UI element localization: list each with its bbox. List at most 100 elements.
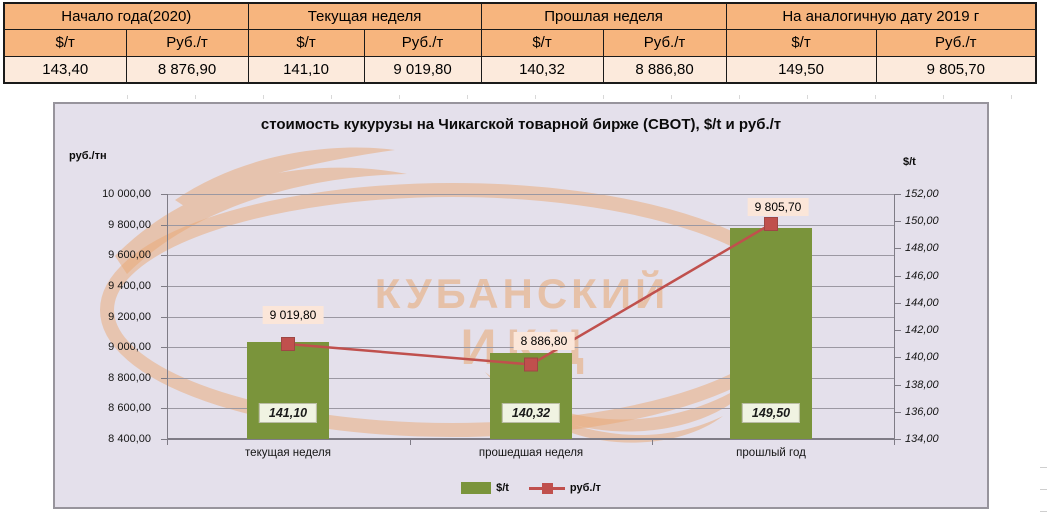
value-cell[interactable]: 8 886,80 bbox=[602, 55, 727, 84]
bar-data-label: 140,32 bbox=[501, 403, 561, 423]
value-cell[interactable]: 9 019,80 bbox=[363, 55, 482, 84]
line-marker[interactable] bbox=[524, 357, 538, 372]
right-axis-tick: 136,00 bbox=[905, 405, 939, 418]
value-cell[interactable]: 143,40 bbox=[3, 55, 127, 84]
line-data-label: 9 019,80 bbox=[262, 306, 324, 324]
line-marker[interactable] bbox=[281, 337, 295, 351]
right-axis-tick: 138,00 bbox=[905, 378, 939, 391]
axis-tick-mark bbox=[161, 408, 167, 410]
right-axis-tick: 134,00 bbox=[905, 433, 939, 445]
group-header-cell[interactable]: Прошлая неделя bbox=[480, 2, 727, 30]
legend-label: руб./т bbox=[569, 482, 601, 494]
axis-tick-mark bbox=[161, 285, 167, 287]
unit-header-cell[interactable]: $/т bbox=[247, 28, 365, 57]
left-axis-tick: 9 400,00 bbox=[108, 279, 151, 292]
x-axis-line bbox=[167, 438, 895, 440]
table-row: $/т Руб./т $/т Руб./т $/т Руб./т $/т Руб… bbox=[3, 28, 1037, 57]
axis-tick-mark bbox=[895, 248, 901, 250]
line-data-label: 9 805,70 bbox=[747, 198, 809, 216]
left-axis-line bbox=[167, 194, 168, 439]
legend-item-line-series[interactable]: руб./т bbox=[528, 482, 601, 494]
table-row: Начало года(2020) Текущая неделя Прошлая… bbox=[3, 2, 1037, 30]
axis-tick-mark bbox=[167, 439, 168, 445]
right-axis-tick: 140,00 bbox=[905, 351, 939, 364]
unit-header-cell[interactable]: Руб./т bbox=[602, 28, 727, 57]
axis-tick-mark bbox=[161, 439, 167, 440]
axis-tick-mark bbox=[895, 221, 901, 223]
sheet-row-gridline-stub bbox=[1040, 489, 1047, 490]
unit-header-cell[interactable]: $/т bbox=[3, 28, 127, 57]
unit-header-cell[interactable]: Руб./т bbox=[875, 28, 1037, 57]
table-row: 143,40 8 876,90 141,10 9 019,80 140,32 8… bbox=[3, 55, 1037, 84]
axis-tick-mark bbox=[895, 302, 901, 304]
sheet-column-gridline-stubs bbox=[60, 95, 1040, 99]
right-axis-line bbox=[894, 194, 895, 439]
value-cell[interactable]: 8 876,90 bbox=[125, 55, 249, 84]
right-axis-title: $/t bbox=[903, 156, 916, 168]
left-axis-tick: 8 400,00 bbox=[108, 433, 151, 445]
axis-tick-mark bbox=[895, 357, 901, 359]
price-summary-table: Начало года(2020) Текущая неделя Прошлая… bbox=[3, 2, 1038, 84]
unit-header-cell[interactable]: Руб./т bbox=[125, 28, 249, 57]
axis-tick-mark bbox=[161, 347, 167, 349]
category-label: текущая неделя bbox=[245, 447, 331, 459]
axis-tick-mark bbox=[895, 330, 901, 332]
sheet-row-gridline-stub bbox=[1040, 467, 1047, 468]
value-cell[interactable]: 140,32 bbox=[480, 55, 604, 84]
gridline bbox=[167, 255, 895, 257]
category-label: прошлый год bbox=[736, 447, 806, 459]
value-cell[interactable]: 141,10 bbox=[247, 55, 365, 84]
gridline bbox=[167, 285, 895, 287]
axis-tick-mark bbox=[161, 377, 167, 379]
bar-series-swatch-icon bbox=[461, 482, 492, 494]
axis-tick-mark bbox=[652, 439, 654, 445]
axis-tick-mark bbox=[161, 194, 167, 195]
left-axis-tick: 8 600,00 bbox=[108, 402, 151, 415]
axis-tick-mark bbox=[895, 411, 901, 413]
axis-tick-mark bbox=[161, 224, 167, 226]
line-series-swatch-icon bbox=[528, 482, 565, 494]
left-axis-tick: 8 800,00 bbox=[108, 371, 151, 384]
right-axis-tick: 146,00 bbox=[905, 269, 939, 282]
left-axis-tick: 9 600,00 bbox=[108, 249, 151, 262]
rub-line-series[interactable] bbox=[167, 194, 895, 439]
axis-tick-mark bbox=[895, 275, 901, 277]
right-axis-tick: 152,00 bbox=[905, 188, 939, 200]
value-cell[interactable]: 9 805,70 bbox=[875, 55, 1037, 84]
right-axis-tick: 148,00 bbox=[905, 242, 939, 255]
left-axis-tick: 9 800,00 bbox=[108, 218, 151, 231]
legend-label: $/t bbox=[496, 482, 509, 494]
bar-data-label: 141,10 bbox=[258, 403, 318, 423]
axis-tick-mark bbox=[161, 316, 167, 318]
group-header-cell[interactable]: Начало года(2020) bbox=[3, 2, 249, 30]
axis-tick-mark bbox=[895, 439, 901, 440]
axis-tick-mark bbox=[894, 439, 895, 445]
chart-legend: $/t руб./т bbox=[167, 482, 895, 494]
gridline bbox=[167, 224, 895, 226]
left-axis-tick: 9 000,00 bbox=[108, 341, 151, 354]
corn-price-chart[interactable]: КУБАНСКИЙ ИКЦ стоимость кукурузы на Чика… bbox=[53, 102, 989, 509]
value-cell[interactable]: 149,50 bbox=[725, 55, 877, 84]
right-axis-tick: 150,00 bbox=[905, 215, 939, 228]
left-axis-tick: 10 000,00 bbox=[102, 188, 151, 200]
unit-header-cell[interactable]: Руб./т bbox=[363, 28, 482, 57]
left-axis-tick: 9 200,00 bbox=[108, 310, 151, 323]
axis-tick-mark bbox=[409, 439, 411, 445]
gridline bbox=[167, 194, 895, 195]
chart-title: стоимость кукурузы на Чикагской товарной… bbox=[260, 116, 782, 133]
bar-data-label: 149,50 bbox=[741, 403, 801, 423]
line-data-label: 8 886,80 bbox=[513, 332, 575, 350]
unit-header-cell[interactable]: $/т bbox=[480, 28, 604, 57]
gridline bbox=[167, 316, 895, 318]
group-header-cell[interactable]: На аналогичную дату 2019 г bbox=[725, 2, 1037, 30]
unit-header-cell[interactable]: $/т bbox=[725, 28, 877, 57]
right-axis-tick: 144,00 bbox=[905, 296, 939, 309]
group-header-cell[interactable]: Текущая неделя bbox=[247, 2, 482, 30]
legend-item-bar-series[interactable]: $/t bbox=[461, 482, 509, 494]
left-axis-title: руб./тн bbox=[69, 150, 107, 162]
category-label: прошедшая неделя bbox=[478, 447, 584, 459]
right-axis-tick: 142,00 bbox=[905, 324, 939, 337]
line-marker[interactable] bbox=[764, 217, 778, 231]
axis-tick-mark bbox=[895, 194, 901, 195]
